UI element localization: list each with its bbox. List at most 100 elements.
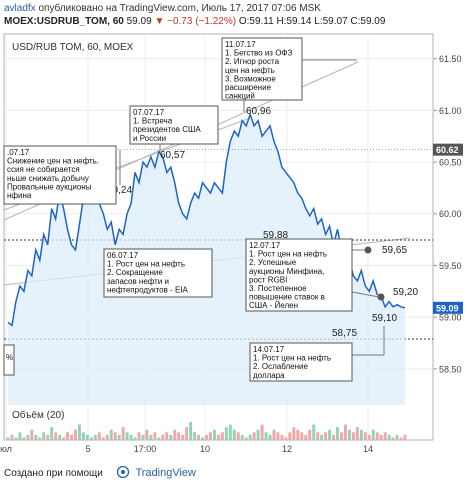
annotation-text: 12.07.17 <box>249 241 281 250</box>
last-price: 59.09 <box>126 16 152 27</box>
volume-bar <box>228 424 232 440</box>
volume-bar <box>272 429 276 440</box>
price-chart[interactable]: 61.50 61.00 60.50 60.00 59.50 59.00 58.50 юл 5 17… <box>0 30 467 458</box>
annotation-box <box>245 238 353 312</box>
volume-bar <box>62 437 66 440</box>
volume-bar <box>399 437 403 440</box>
annotation-text: санкций <box>225 92 255 101</box>
volume-bar <box>185 427 189 440</box>
annotation-text: 07.07.17 <box>133 108 165 117</box>
volume-bar <box>26 434 30 440</box>
annotation-text: Провальные аукционы <box>7 182 92 191</box>
chart-frame[interactable]: 61.50 61.00 60.50 60.00 59.50 59.00 58.50 юл 5 17… <box>0 30 467 458</box>
chart-title: USD/RUB TOM, 60, MOEX <box>12 42 134 53</box>
volume-bar <box>383 432 387 440</box>
published-line: avladfx опубликовано на TradingView.com,… <box>4 3 321 14</box>
annotation-text: президентов США <box>133 125 201 134</box>
annotation-box <box>3 145 117 205</box>
footer-text: Создано при помощи <box>4 468 103 479</box>
volume-bar <box>137 432 141 440</box>
price-tag-label: 59.09 <box>436 303 459 313</box>
volume-bar <box>169 434 173 440</box>
price-point-label: 59.88 <box>263 230 288 241</box>
price-point-label: 60,96 <box>246 106 271 117</box>
volume-bar <box>359 429 363 440</box>
volume-bar <box>292 427 296 440</box>
series-line <box>7 112 406 327</box>
annotation-text: 1. Бегство из ОФЗ <box>225 49 292 58</box>
price-tag <box>433 143 463 156</box>
y-tick-label: 60.50 <box>439 158 462 168</box>
volume-bar <box>50 427 54 440</box>
price-point-label: 59,65 <box>382 245 407 256</box>
price-change: −0.73 (−1.22%) <box>167 16 237 27</box>
annotation-text: 14.07.17 <box>253 345 285 354</box>
volume-bar <box>379 434 383 440</box>
volume-bar <box>18 432 22 440</box>
volume-bar <box>22 437 26 440</box>
annotation-text: расширение <box>225 83 272 92</box>
y-tick-label: 58.50 <box>439 364 462 374</box>
volume-bar <box>248 434 252 440</box>
volume-label: Объём (20) <box>12 409 64 421</box>
annotation-text: США - Йелен <box>249 301 298 310</box>
annotation-text: 1. Рост цен на нефть <box>253 354 331 363</box>
y-tick-label: 59.00 <box>439 313 462 323</box>
x-tick-label: 10 <box>200 444 210 454</box>
volume-bar <box>260 424 264 440</box>
volume-bar <box>268 434 272 440</box>
volume-bar <box>236 432 240 440</box>
volume-bar <box>308 429 312 440</box>
volume-bar <box>363 432 367 440</box>
footer-brand[interactable]: TradingView <box>135 467 196 479</box>
volume-bar <box>264 432 268 440</box>
volume-bar <box>133 437 137 440</box>
x-tick-label: юл <box>0 444 12 454</box>
symbol-name[interactable]: MOEX:USDRUB_TOM, 60 <box>4 16 124 27</box>
volume-bar <box>181 434 185 440</box>
annotation-text: Снижение цен на нефть. <box>7 157 99 166</box>
volume-bar <box>351 432 355 440</box>
y-tick-label: 59.50 <box>439 261 462 271</box>
annotation-text: повышение ставок в <box>249 293 325 302</box>
volume-bar <box>157 437 161 440</box>
volume-bar <box>77 424 81 440</box>
volume-bar <box>97 432 101 440</box>
volume-bar <box>371 429 375 440</box>
volume-bar <box>201 437 204 440</box>
volume-bar <box>42 432 46 440</box>
annotation-box <box>249 342 353 382</box>
volume-bar <box>153 432 157 440</box>
volume-bar <box>280 434 284 440</box>
volume-bar <box>324 432 328 440</box>
volume-bar <box>395 434 399 440</box>
callout-connector <box>351 291 380 298</box>
volume-bar <box>109 429 113 440</box>
annotation-text: 11.07.17 <box>225 40 256 49</box>
author-link[interactable]: avladfx <box>4 3 36 14</box>
price-point-label: 60,24 <box>107 185 132 196</box>
volume-bar <box>161 434 165 440</box>
volume-bar <box>46 434 50 440</box>
volume-bar <box>367 434 371 440</box>
annotation-text: 3. Постепенное <box>249 284 307 293</box>
annotation-text: аукционы Минфина, <box>249 267 324 276</box>
volume-bar <box>70 434 73 440</box>
annotation-box <box>103 248 213 298</box>
volume-bar <box>212 429 216 440</box>
annotation-text: ссия не собирается <box>7 165 80 174</box>
volume-bar <box>288 432 292 440</box>
volume-bar <box>85 434 89 440</box>
volume-bar <box>113 432 117 440</box>
annotation-text: нфина <box>7 191 32 200</box>
volume-bar <box>391 437 395 440</box>
volume-bar <box>296 429 300 440</box>
volume-bar <box>224 427 228 440</box>
annotation-text: 2. Успешные <box>249 258 297 267</box>
annotation-text: 1. Рост цен на нефть <box>107 260 185 269</box>
y-tick-label: 60.00 <box>439 209 462 219</box>
volume-bar <box>6 437 10 440</box>
y-tick-label: 61.00 <box>439 106 462 116</box>
volume-bar <box>165 432 169 440</box>
volume-bar <box>89 437 93 440</box>
